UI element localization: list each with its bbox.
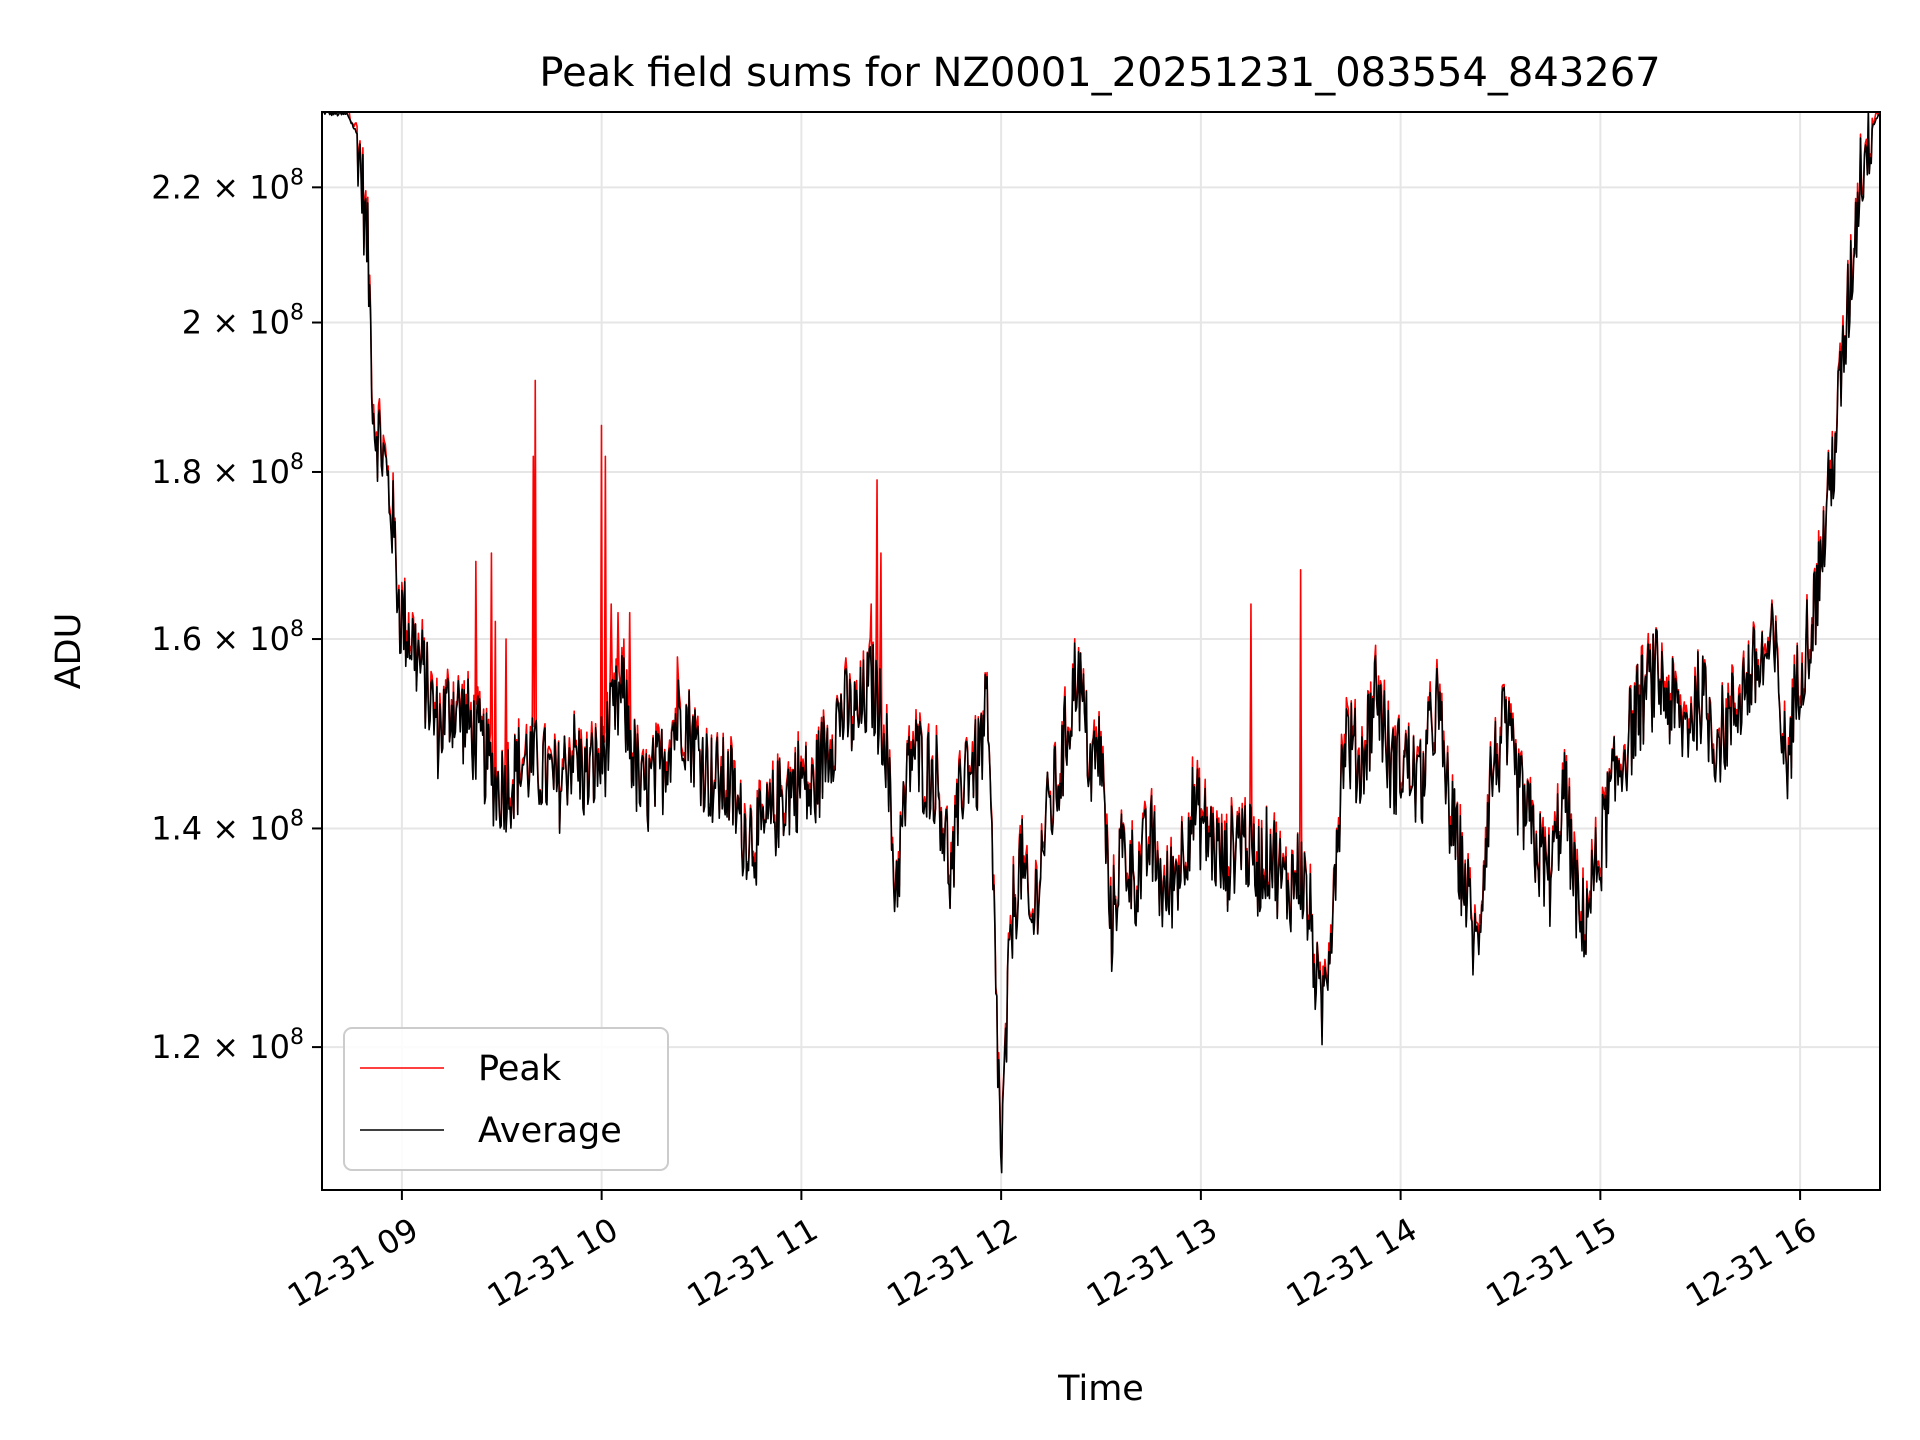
legend-peak-label: Peak [478,1049,562,1089]
legend-box [343,1027,669,1171]
y-axis-label: ADU [49,613,89,690]
y-tick-label: 1.8 × 108 [151,450,304,491]
legend: Peak Average [343,1027,669,1171]
legend-average-label: Average [478,1111,622,1151]
series-average [322,111,1881,1174]
plot-frame [321,111,1881,1191]
y-tick-label: 2.2 × 108 [151,165,304,206]
chart-title: Peak field sums for NZ0001_20251231_0835… [539,50,1660,96]
x-axis-label: Time [1057,1369,1144,1409]
y-axis: 1.2 × 108 1.4 × 108 1.6 × 108 1.8 × 108 2 × … [151,165,322,1066]
y-tick-label: 2 × 108 [182,301,304,342]
average-line [322,111,1881,1174]
y-tick-label: 1.6 × 108 [151,617,304,658]
y-tick-label: 1.4 × 108 [151,806,304,847]
y-tick-label: 1.2 × 108 [151,1025,304,1066]
